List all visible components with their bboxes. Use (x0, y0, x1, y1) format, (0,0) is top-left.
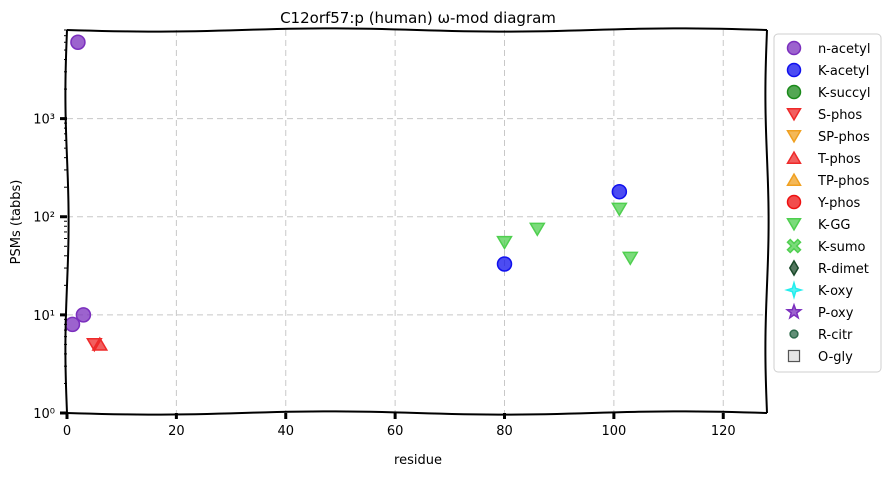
legend-label: P-oxy (818, 306, 854, 321)
point-n-acetyl (75, 307, 92, 323)
legend-marker-t-phos (786, 150, 802, 164)
legend-label: SP-phos (818, 130, 870, 145)
point-n-acetyl (70, 34, 86, 51)
x-axis-label: residue (394, 453, 442, 468)
legend-marker-k-sumo (786, 238, 802, 254)
legend: n-acetyl K-acetyl K-succyl S-phos SP-phos T-p… (773, 33, 882, 373)
legend-marker-r-dimet (788, 259, 800, 277)
legend-label: K-GG (818, 218, 850, 233)
legend-label: K-acetyl (818, 64, 869, 79)
plot-frame-right (764, 29, 770, 414)
legend-marker-p-oxy (785, 302, 803, 320)
legend-marker-k-acetyl (786, 62, 802, 78)
plot-frame-left (64, 29, 70, 414)
point-k-gg (611, 202, 628, 217)
marks-layer (64, 34, 639, 353)
legend-label: TP-phos (817, 174, 870, 189)
legend-label: R-dimet (818, 262, 869, 277)
legend-marker-o-gly (787, 349, 801, 363)
grid-layer (67, 30, 767, 413)
legend-label: K-oxy (818, 284, 853, 299)
legend-label: K-sumo (818, 240, 866, 255)
legend-marker-k-oxy (784, 280, 804, 300)
plot-frame-top (66, 27, 768, 33)
x-tick-label: 80 (496, 424, 513, 439)
legend-label: R-citr (818, 328, 853, 343)
legend-label: K-succyl (818, 86, 870, 101)
y-tick-label: 10³ (33, 113, 55, 128)
legend-marker-r-citr (789, 329, 799, 339)
x-tick-label: 20 (168, 424, 185, 439)
y-tick-label: 10² (33, 211, 55, 226)
legend-label: S-phos (818, 108, 862, 123)
axes-layer: 0 20 40 60 80 100 120 10⁰ 10¹ 10² 10³ (33, 27, 770, 439)
legend-label: n-acetyl (818, 42, 870, 57)
point-k-acetyl (496, 256, 513, 272)
point-k-gg (496, 235, 513, 251)
legend-label: Y-phos (817, 196, 861, 211)
legend-marker-tp-phos (786, 172, 802, 186)
x-tick-label: 60 (387, 424, 404, 439)
legend-label: O-gly (818, 350, 853, 365)
point-k-gg (529, 222, 546, 237)
legend-marker-n-acetyl (786, 40, 802, 56)
point-k-acetyl (611, 183, 628, 200)
plot-frame-bottom (66, 410, 768, 416)
point-t-phos (91, 336, 109, 351)
chart-title: C12orf57:p (human) ω-mod diagram (280, 9, 556, 27)
legend-marker-k-gg (786, 218, 802, 232)
x-tick-label: 40 (277, 424, 294, 439)
y-tick-label: 10¹ (33, 309, 55, 324)
legend-label: T-phos (817, 152, 861, 167)
legend-marker-s-phos (786, 108, 802, 122)
legend-box (773, 33, 882, 373)
point-k-gg (621, 251, 639, 266)
legend-marker-k-succyl (786, 84, 802, 100)
x-tick-label: 120 (711, 424, 736, 439)
x-tick-label: 100 (601, 424, 626, 439)
x-tick-label: 0 (63, 424, 71, 439)
y-axis-label: PSMs (tabbs) (9, 180, 24, 265)
legend-marker-y-phos (786, 194, 802, 210)
y-tick-label: 10⁰ (33, 407, 55, 422)
legend-marker-sp-phos (786, 130, 802, 144)
